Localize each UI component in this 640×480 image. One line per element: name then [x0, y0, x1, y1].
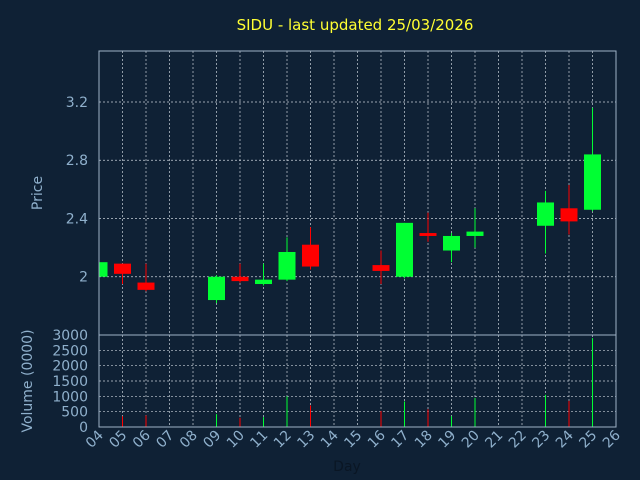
volume-tick-label: 3000: [52, 328, 88, 344]
volume-tick-label: 1500: [52, 374, 88, 390]
x-axis-label: Day: [333, 459, 361, 475]
candle-body: [114, 263, 131, 274]
price-tick-label: 2: [79, 270, 88, 286]
candles: [98, 107, 601, 303]
volume-axis-label: Volume (0000): [20, 329, 36, 432]
volume-tick-label: 2000: [52, 359, 88, 375]
candle-body: [372, 265, 390, 271]
price-tick-label: 2.4: [66, 211, 88, 227]
candle-body: [231, 276, 249, 282]
price-tick-labels: 2 2.4 2.8 3.2: [66, 95, 88, 286]
candle-body: [278, 251, 296, 280]
volume-tick-label: 1000: [52, 389, 88, 405]
chart-title: SIDU - last updated 25/03/2026: [237, 16, 474, 34]
price-axis-label: Price: [30, 176, 46, 210]
candle-body: [302, 244, 319, 267]
candle-body: [396, 222, 413, 277]
candle-body: [419, 233, 437, 236]
candle-body: [255, 279, 272, 285]
candle-body: [560, 208, 578, 222]
candle-body: [137, 282, 155, 290]
candle-body: [584, 154, 601, 210]
volume-tick-label: 500: [61, 405, 88, 421]
candle-body: [99, 262, 108, 277]
candle-body: [208, 276, 225, 301]
volume-tick-label: 2500: [52, 343, 88, 359]
candle-body: [537, 202, 554, 226]
candle-body: [443, 235, 460, 251]
price-tick-label: 3.2: [66, 95, 88, 111]
candle-body: [466, 231, 484, 236]
volume-tick-label: 0: [79, 420, 88, 436]
x-tick-labels: 04 05 06 07 08 09 10 11 12 13 14 15 16 17 18 19 20 21 22 23…: [83, 427, 624, 451]
volume-panel-frame: [98, 334, 617, 428]
price-tick-label: 2.8: [66, 153, 88, 169]
